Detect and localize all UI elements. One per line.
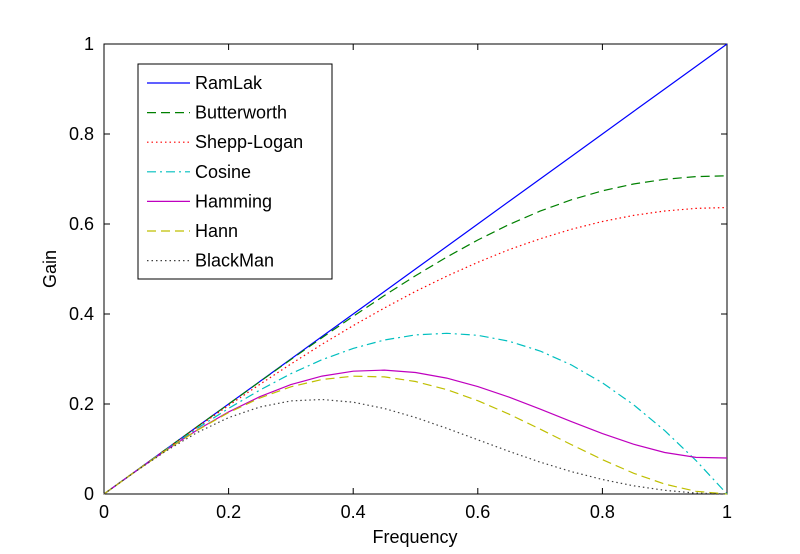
x-tick-label: 0.8: [590, 502, 615, 522]
x-tick-label: 0.4: [341, 502, 366, 522]
legend-label: Butterworth: [195, 103, 287, 123]
series-line-hamming: [103, 369, 728, 495]
legend: RamLak Butterworth Shepp-Logan Cosine Hammin…: [137, 63, 333, 280]
legend-label: Hann: [195, 221, 238, 241]
legend-label: BlackMan: [195, 251, 274, 271]
x-axis-label: Frequency: [372, 527, 457, 547]
series-line-butterworth: [103, 175, 728, 495]
x-tick-label: 0.6: [465, 502, 490, 522]
legend-label: Cosine: [195, 162, 251, 182]
series-line-cosine: [103, 332, 728, 495]
y-tick-label: 0.8: [69, 124, 94, 144]
x-tick-label: 1: [722, 502, 732, 522]
legend-label: Hamming: [195, 191, 272, 211]
y-tick-label: 0.2: [69, 394, 94, 414]
legend-label: RamLak: [195, 73, 263, 93]
y-axis-label: Gain: [40, 250, 60, 288]
y-tick-label: 0: [84, 484, 94, 504]
y-tick-label: 0.6: [69, 214, 94, 234]
legend-label: Shepp-Logan: [195, 132, 303, 152]
y-tick-label: 1: [84, 34, 94, 54]
x-tick-label: 0.2: [216, 502, 241, 522]
series-line-blackman: [103, 398, 728, 495]
series-line-hann: [103, 375, 728, 495]
y-tick-label: 0.4: [69, 304, 94, 324]
x-tick-label: 0: [99, 502, 109, 522]
